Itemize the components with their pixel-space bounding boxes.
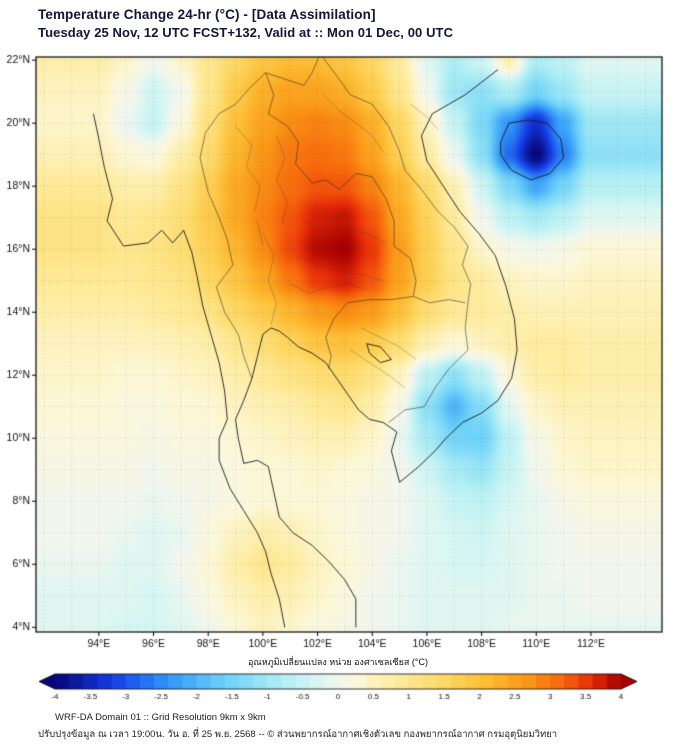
footer-update-info: ปรับปรุงข้อมูล ณ เวลา 19:00น. วัน อ. ที่…	[38, 729, 558, 740]
chart-subtitle: Tuesday 25 Nov, 12 UTC FCST+132, Valid a…	[38, 25, 454, 40]
colorbar-title: อุณหภูมิเปลี่ยนแปลง หน่วย องศาเซลเซียส (…	[248, 657, 428, 667]
footer-model-info: WRF-DA Domain 01 :: Grid Resolution 9km …	[55, 712, 266, 723]
chart-title: Temperature Change 24-hr (°C) - [Data As…	[38, 7, 376, 22]
